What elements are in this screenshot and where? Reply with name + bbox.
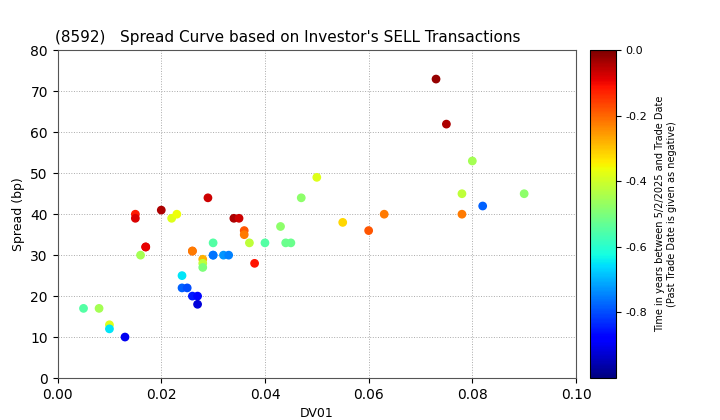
Point	[202, 194, 214, 201]
Point	[249, 260, 261, 267]
Point	[176, 284, 188, 291]
Point	[363, 227, 374, 234]
Point	[456, 211, 468, 218]
Point	[238, 231, 250, 238]
Point	[311, 174, 323, 181]
Point	[181, 284, 193, 291]
Point	[275, 223, 287, 230]
Point	[207, 252, 219, 258]
Point	[166, 215, 177, 222]
Point	[431, 76, 442, 82]
Point	[228, 215, 240, 222]
Point	[477, 202, 488, 209]
Point	[467, 158, 478, 164]
Point	[192, 293, 203, 299]
Point	[259, 239, 271, 246]
Y-axis label: Spread (bp): Spread (bp)	[12, 177, 24, 251]
Point	[135, 252, 146, 258]
Point	[104, 326, 115, 332]
Point	[337, 219, 348, 226]
Point	[280, 239, 292, 246]
Point	[238, 227, 250, 234]
Point	[176, 272, 188, 279]
Point	[243, 239, 255, 246]
Point	[140, 244, 151, 250]
Point	[140, 244, 151, 250]
Text: (8592)   Spread Curve based on Investor's SELL Transactions: (8592) Spread Curve based on Investor's …	[55, 30, 521, 45]
Point	[192, 301, 203, 307]
Point	[130, 215, 141, 222]
X-axis label: DV01: DV01	[300, 407, 333, 420]
Point	[197, 264, 209, 271]
Point	[379, 211, 390, 218]
Point	[518, 190, 530, 197]
Point	[104, 321, 115, 328]
Point	[223, 252, 235, 258]
Point	[197, 256, 209, 262]
Point	[197, 260, 209, 267]
Point	[171, 211, 183, 218]
Point	[120, 333, 131, 340]
Point	[186, 248, 198, 255]
Point	[207, 239, 219, 246]
Point	[130, 211, 141, 218]
Point	[295, 194, 307, 201]
Point	[456, 190, 468, 197]
Y-axis label: Time in years between 5/2/2025 and Trade Date
(Past Trade Date is given as negat: Time in years between 5/2/2025 and Trade…	[655, 96, 677, 332]
Point	[441, 121, 452, 127]
Point	[156, 207, 167, 213]
Point	[78, 305, 89, 312]
Point	[186, 248, 198, 255]
Point	[207, 252, 219, 258]
Point	[186, 293, 198, 299]
Point	[94, 305, 105, 312]
Point	[233, 215, 245, 222]
Point	[217, 252, 229, 258]
Point	[285, 239, 297, 246]
